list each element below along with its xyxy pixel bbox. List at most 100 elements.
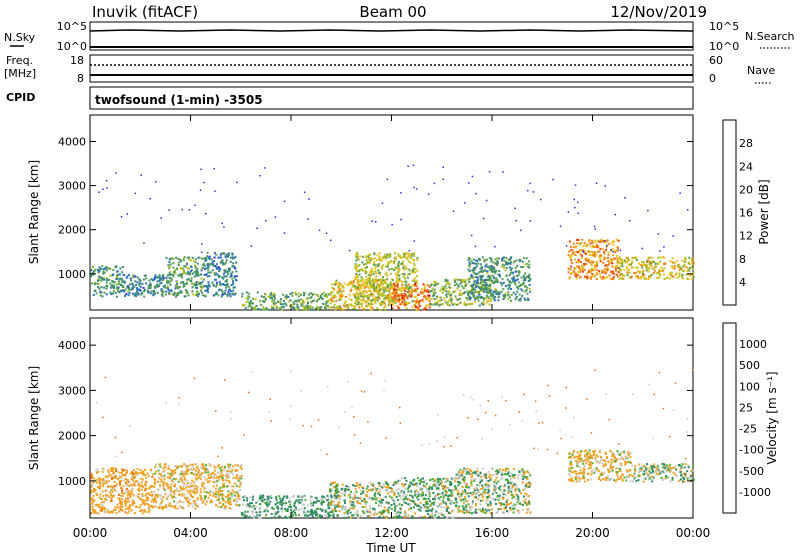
data-cell — [513, 260, 516, 263]
data-cell — [156, 291, 159, 294]
data-cell — [635, 266, 638, 269]
data-cell — [244, 504, 247, 507]
data-cell — [106, 476, 109, 479]
data-cell — [374, 298, 377, 301]
data-cell — [372, 294, 375, 297]
data-cell — [401, 283, 404, 286]
data-cell — [434, 283, 437, 286]
data-cell — [505, 261, 508, 264]
data-cell — [468, 277, 471, 280]
data-cell — [603, 256, 606, 259]
data-cell — [183, 283, 185, 286]
data-cell — [624, 261, 627, 264]
data-cell — [199, 491, 202, 494]
data-cell — [182, 269, 185, 272]
data-cell — [305, 306, 308, 309]
data-cell — [204, 289, 207, 292]
scatter-point — [593, 225, 596, 228]
scatter-point — [574, 184, 577, 186]
data-cell — [109, 474, 112, 476]
data-cell — [396, 281, 399, 284]
data-cell — [211, 281, 214, 284]
data-cell — [671, 267, 674, 270]
data-cell — [100, 481, 103, 484]
data-cell — [164, 466, 167, 469]
data-cell — [356, 299, 359, 302]
data-cell — [212, 495, 215, 497]
data-cell — [121, 468, 124, 471]
data-cell — [324, 303, 327, 306]
data-cell — [462, 280, 465, 283]
data-cell — [274, 513, 277, 516]
data-cell — [502, 281, 505, 284]
data-cell — [408, 302, 411, 304]
data-cell — [123, 290, 125, 293]
data-cell — [292, 510, 295, 513]
data-cell — [129, 494, 132, 497]
data-cell — [522, 266, 525, 268]
data-cell — [522, 276, 525, 279]
data-cell — [439, 303, 442, 306]
data-cell — [130, 279, 133, 282]
data-cell — [220, 493, 223, 496]
data-cell — [382, 257, 385, 260]
data-cell — [334, 489, 337, 492]
data-cell — [607, 253, 610, 256]
data-cell — [397, 279, 400, 282]
data-cell — [386, 256, 389, 259]
data-cell — [436, 505, 438, 508]
data-cell — [170, 474, 173, 477]
data-cell — [222, 261, 225, 264]
data-cell — [160, 478, 163, 481]
data-cell — [90, 512, 92, 515]
data-cell — [135, 284, 138, 287]
data-cell — [428, 294, 431, 297]
data-cell — [599, 241, 602, 243]
data-cell — [575, 246, 578, 249]
data-cell — [201, 281, 204, 284]
data-cell — [99, 483, 102, 486]
data-cell — [120, 278, 123, 281]
data-cell — [110, 493, 112, 496]
data-cell — [683, 269, 686, 272]
data-cell — [243, 499, 245, 502]
data-cell — [300, 302, 303, 305]
data-cell — [231, 255, 234, 258]
data-cell — [306, 515, 309, 518]
data-cell — [168, 292, 171, 295]
data-cell — [139, 280, 142, 283]
data-cell — [361, 269, 364, 272]
data-cell — [309, 499, 312, 502]
data-cell — [103, 286, 106, 289]
data-cell — [362, 298, 365, 301]
data-cell — [375, 288, 377, 290]
data-cell — [129, 492, 132, 495]
data-cell — [227, 272, 230, 275]
data-cell — [524, 263, 527, 266]
data-cell — [437, 300, 440, 303]
data-cell — [357, 516, 360, 519]
data-cell — [363, 512, 366, 514]
data-cell — [373, 260, 376, 263]
data-cell — [660, 266, 663, 269]
data-cell — [169, 280, 172, 283]
data-cell — [475, 265, 478, 268]
data-cell — [395, 296, 398, 299]
data-cell — [403, 501, 406, 504]
data-cell — [645, 265, 648, 268]
data-cell — [242, 496, 245, 499]
data-cell — [317, 500, 320, 503]
data-cell — [393, 257, 396, 260]
data-cell — [459, 301, 462, 304]
data-cell — [404, 483, 407, 486]
data-cell — [224, 269, 227, 272]
data-cell — [365, 271, 368, 273]
data-cell — [391, 284, 394, 287]
data-cell — [192, 467, 195, 470]
data-cell — [435, 485, 438, 488]
data-cell — [107, 474, 110, 477]
data-cell — [112, 273, 115, 276]
data-cell — [597, 250, 599, 253]
data-cell — [480, 282, 482, 284]
data-cell — [142, 499, 145, 502]
